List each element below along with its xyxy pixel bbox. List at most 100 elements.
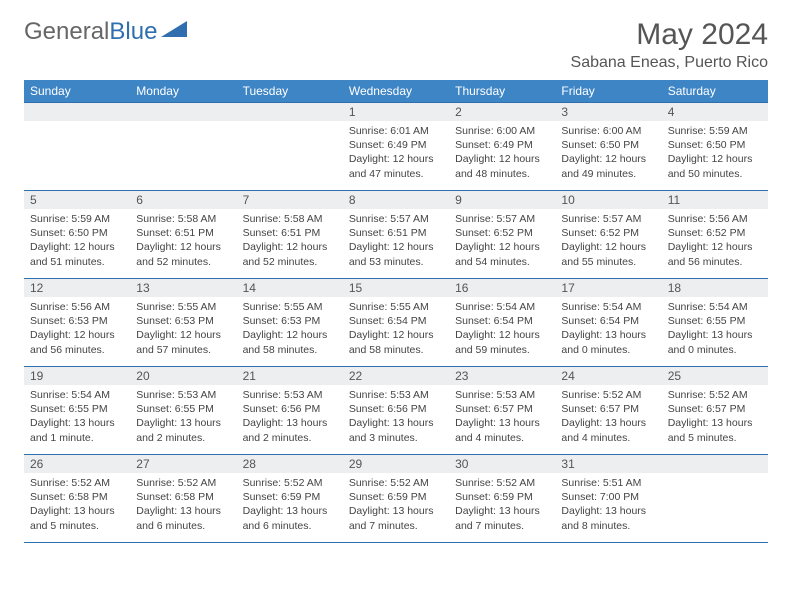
day-number: 22 <box>343 367 449 385</box>
day-details: Sunrise: 5:55 AMSunset: 6:53 PMDaylight:… <box>130 297 236 363</box>
day-details: Sunrise: 5:54 AMSunset: 6:55 PMDaylight:… <box>24 385 130 451</box>
day-number: 18 <box>662 279 768 297</box>
day-number: 13 <box>130 279 236 297</box>
weekday-header: Monday <box>130 80 236 103</box>
day-number: 17 <box>555 279 661 297</box>
calendar-week-row: 1Sunrise: 6:01 AMSunset: 6:49 PMDaylight… <box>24 103 768 191</box>
day-number: 1 <box>343 103 449 121</box>
calendar-day-cell: 17Sunrise: 5:54 AMSunset: 6:54 PMDayligh… <box>555 279 661 367</box>
weekday-header: Thursday <box>449 80 555 103</box>
header: GeneralBlue May 2024 Sabana Eneas, Puert… <box>24 18 768 72</box>
weekday-header: Tuesday <box>237 80 343 103</box>
calendar-day-cell: 25Sunrise: 5:52 AMSunset: 6:57 PMDayligh… <box>662 367 768 455</box>
day-number: 2 <box>449 103 555 121</box>
day-number: 26 <box>24 455 130 473</box>
calendar-day-cell: 10Sunrise: 5:57 AMSunset: 6:52 PMDayligh… <box>555 191 661 279</box>
day-details: Sunrise: 5:56 AMSunset: 6:53 PMDaylight:… <box>24 297 130 363</box>
day-details: Sunrise: 5:52 AMSunset: 6:59 PMDaylight:… <box>343 473 449 539</box>
day-number: 7 <box>237 191 343 209</box>
calendar-day-cell: 27Sunrise: 5:52 AMSunset: 6:58 PMDayligh… <box>130 455 236 543</box>
calendar-day-cell: 21Sunrise: 5:53 AMSunset: 6:56 PMDayligh… <box>237 367 343 455</box>
weekday-header: Wednesday <box>343 80 449 103</box>
calendar-day-cell: 3Sunrise: 6:00 AMSunset: 6:50 PMDaylight… <box>555 103 661 191</box>
calendar-day-cell <box>24 103 130 191</box>
calendar-day-cell: 6Sunrise: 5:58 AMSunset: 6:51 PMDaylight… <box>130 191 236 279</box>
day-details: Sunrise: 5:53 AMSunset: 6:55 PMDaylight:… <box>130 385 236 451</box>
logo-text-2: Blue <box>109 18 157 46</box>
calendar-day-cell: 1Sunrise: 6:01 AMSunset: 6:49 PMDaylight… <box>343 103 449 191</box>
day-number: 6 <box>130 191 236 209</box>
day-number: 10 <box>555 191 661 209</box>
day-number <box>24 103 130 121</box>
day-number: 3 <box>555 103 661 121</box>
day-details: Sunrise: 5:57 AMSunset: 6:52 PMDaylight:… <box>555 209 661 275</box>
calendar-day-cell <box>237 103 343 191</box>
day-details: Sunrise: 5:52 AMSunset: 6:57 PMDaylight:… <box>662 385 768 451</box>
calendar-day-cell: 20Sunrise: 5:53 AMSunset: 6:55 PMDayligh… <box>130 367 236 455</box>
calendar-day-cell: 4Sunrise: 5:59 AMSunset: 6:50 PMDaylight… <box>662 103 768 191</box>
day-number: 9 <box>449 191 555 209</box>
day-details: Sunrise: 5:54 AMSunset: 6:54 PMDaylight:… <box>449 297 555 363</box>
day-details: Sunrise: 5:52 AMSunset: 6:59 PMDaylight:… <box>449 473 555 539</box>
day-number: 23 <box>449 367 555 385</box>
weekday-header: Sunday <box>24 80 130 103</box>
logo-text-1: General <box>24 18 109 46</box>
calendar-table: SundayMondayTuesdayWednesdayThursdayFrid… <box>24 80 768 543</box>
calendar-day-cell <box>662 455 768 543</box>
day-number <box>662 455 768 473</box>
day-details: Sunrise: 5:57 AMSunset: 6:51 PMDaylight:… <box>343 209 449 275</box>
day-number: 30 <box>449 455 555 473</box>
day-number: 8 <box>343 191 449 209</box>
day-number: 5 <box>24 191 130 209</box>
day-details: Sunrise: 5:52 AMSunset: 6:57 PMDaylight:… <box>555 385 661 451</box>
calendar-week-row: 19Sunrise: 5:54 AMSunset: 6:55 PMDayligh… <box>24 367 768 455</box>
day-details: Sunrise: 5:51 AMSunset: 7:00 PMDaylight:… <box>555 473 661 539</box>
logo: GeneralBlue <box>24 18 187 46</box>
day-details: Sunrise: 5:57 AMSunset: 6:52 PMDaylight:… <box>449 209 555 275</box>
day-number <box>130 103 236 121</box>
day-number: 14 <box>237 279 343 297</box>
calendar-day-cell: 18Sunrise: 5:54 AMSunset: 6:55 PMDayligh… <box>662 279 768 367</box>
calendar-day-cell: 13Sunrise: 5:55 AMSunset: 6:53 PMDayligh… <box>130 279 236 367</box>
day-details: Sunrise: 5:55 AMSunset: 6:53 PMDaylight:… <box>237 297 343 363</box>
day-details: Sunrise: 5:52 AMSunset: 6:58 PMDaylight:… <box>130 473 236 539</box>
day-details: Sunrise: 5:52 AMSunset: 6:58 PMDaylight:… <box>24 473 130 539</box>
day-number: 25 <box>662 367 768 385</box>
day-number: 12 <box>24 279 130 297</box>
calendar-day-cell: 29Sunrise: 5:52 AMSunset: 6:59 PMDayligh… <box>343 455 449 543</box>
calendar-body: 1Sunrise: 6:01 AMSunset: 6:49 PMDaylight… <box>24 103 768 543</box>
calendar-day-cell: 2Sunrise: 6:00 AMSunset: 6:49 PMDaylight… <box>449 103 555 191</box>
calendar-day-cell: 9Sunrise: 5:57 AMSunset: 6:52 PMDaylight… <box>449 191 555 279</box>
calendar-day-cell <box>130 103 236 191</box>
calendar-day-cell: 31Sunrise: 5:51 AMSunset: 7:00 PMDayligh… <box>555 455 661 543</box>
calendar-head: SundayMondayTuesdayWednesdayThursdayFrid… <box>24 80 768 103</box>
day-number: 15 <box>343 279 449 297</box>
calendar-day-cell: 19Sunrise: 5:54 AMSunset: 6:55 PMDayligh… <box>24 367 130 455</box>
calendar-day-cell: 22Sunrise: 5:53 AMSunset: 6:56 PMDayligh… <box>343 367 449 455</box>
calendar-day-cell: 26Sunrise: 5:52 AMSunset: 6:58 PMDayligh… <box>24 455 130 543</box>
calendar-day-cell: 14Sunrise: 5:55 AMSunset: 6:53 PMDayligh… <box>237 279 343 367</box>
month-title: May 2024 <box>571 18 768 52</box>
day-details: Sunrise: 5:58 AMSunset: 6:51 PMDaylight:… <box>130 209 236 275</box>
logo-triangle-icon <box>161 18 187 46</box>
day-number: 21 <box>237 367 343 385</box>
day-details: Sunrise: 5:59 AMSunset: 6:50 PMDaylight:… <box>24 209 130 275</box>
weekday-header: Friday <box>555 80 661 103</box>
calendar-day-cell: 16Sunrise: 5:54 AMSunset: 6:54 PMDayligh… <box>449 279 555 367</box>
day-number: 24 <box>555 367 661 385</box>
weekday-header: Saturday <box>662 80 768 103</box>
day-number: 19 <box>24 367 130 385</box>
calendar-day-cell: 5Sunrise: 5:59 AMSunset: 6:50 PMDaylight… <box>24 191 130 279</box>
location-label: Sabana Eneas, Puerto Rico <box>571 54 768 72</box>
calendar-day-cell: 15Sunrise: 5:55 AMSunset: 6:54 PMDayligh… <box>343 279 449 367</box>
calendar-week-row: 26Sunrise: 5:52 AMSunset: 6:58 PMDayligh… <box>24 455 768 543</box>
day-number: 28 <box>237 455 343 473</box>
day-details: Sunrise: 5:52 AMSunset: 6:59 PMDaylight:… <box>237 473 343 539</box>
day-number <box>237 103 343 121</box>
calendar-day-cell: 23Sunrise: 5:53 AMSunset: 6:57 PMDayligh… <box>449 367 555 455</box>
title-block: May 2024 Sabana Eneas, Puerto Rico <box>571 18 768 72</box>
day-details: Sunrise: 5:54 AMSunset: 6:54 PMDaylight:… <box>555 297 661 363</box>
day-number: 27 <box>130 455 236 473</box>
calendar-week-row: 12Sunrise: 5:56 AMSunset: 6:53 PMDayligh… <box>24 279 768 367</box>
calendar-week-row: 5Sunrise: 5:59 AMSunset: 6:50 PMDaylight… <box>24 191 768 279</box>
